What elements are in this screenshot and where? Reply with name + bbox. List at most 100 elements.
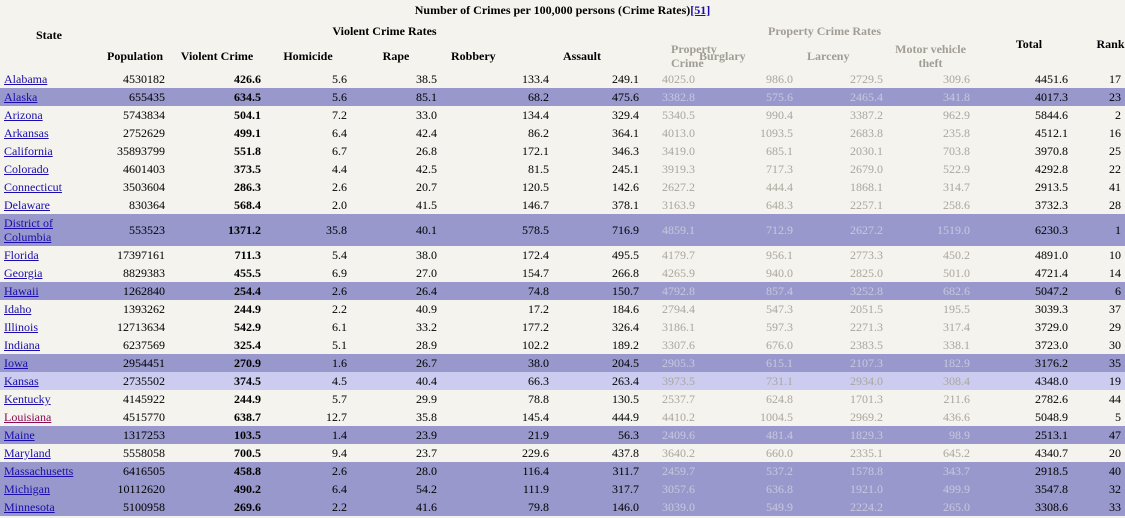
cell-population: 655435 xyxy=(98,88,169,106)
state-link[interactable]: Delaware xyxy=(4,198,50,212)
state-link[interactable]: Idaho xyxy=(4,302,32,316)
cell-robbery: 229.6 xyxy=(522,445,549,460)
cell-burglary: 986.0 xyxy=(766,71,794,86)
cell-violent-crime: 700.5 xyxy=(234,445,261,460)
cell-state: Louisiana xyxy=(0,408,98,426)
cell-rape: 33.0 xyxy=(416,107,437,122)
citation-link[interactable]: [51] xyxy=(690,3,711,17)
cell-population: 2752629 xyxy=(123,125,165,140)
cell-assault: 311.7 xyxy=(553,462,644,480)
state-link[interactable]: California xyxy=(4,144,53,158)
cell-violent-crime: 1371.2 xyxy=(169,214,265,246)
state-link[interactable]: Georgia xyxy=(4,266,43,280)
cell-motor-vehicle-theft: 317.4 xyxy=(943,319,971,334)
cell-burglary: 575.6 xyxy=(699,88,798,106)
cell-property-crime: 3382.8 xyxy=(643,88,700,106)
state-link[interactable]: Connecticut xyxy=(4,180,62,194)
cell-assault: 56.3 xyxy=(553,426,644,444)
table-row: Arkansas 2752629 499.1 6.4 42.4 86.2 364.1 4013… xyxy=(0,124,1125,142)
cell-property-crime: 3919.3 xyxy=(662,161,696,176)
cell-total: 4017.3 xyxy=(974,88,1073,106)
state-link[interactable]: Louisiana xyxy=(4,410,52,424)
cell-robbery: 146.7 xyxy=(522,197,549,212)
state-link[interactable]: Iowa xyxy=(4,356,28,370)
table-caption: Number of Crimes per 100,000 persons (Cr… xyxy=(0,3,1125,18)
cell-homicide: 1.4 xyxy=(265,426,351,444)
cell-burglary: 615.1 xyxy=(699,354,798,372)
cell-rank: 30 xyxy=(1109,337,1122,352)
cell-total: 3970.8 xyxy=(1035,143,1069,158)
cell-larceny: 1578.8 xyxy=(797,462,888,480)
cell-population: 830364 xyxy=(129,197,165,212)
cell-larceny: 1921.0 xyxy=(797,480,888,498)
cell-rank: 17 xyxy=(1109,71,1122,86)
cell-rank: 16 xyxy=(1109,125,1122,140)
state-link[interactable]: Hawaii xyxy=(4,284,39,298)
state-link[interactable]: Kentucky xyxy=(4,392,51,406)
cell-state: Florida xyxy=(0,246,98,264)
cell-larceny: 2627.2 xyxy=(797,214,888,246)
state-link[interactable]: Colorado xyxy=(4,162,49,176)
cell-violent-crime: 254.4 xyxy=(169,282,265,300)
cell-motor-vehicle-theft: 235.8 xyxy=(943,125,971,140)
cell-property-crime: 2905.3 xyxy=(643,354,700,372)
table-row: Georgia 8829383 455.5 6.9 27.0 154.7 266.8 4265… xyxy=(0,264,1125,282)
cell-burglary: 712.9 xyxy=(699,214,798,246)
cell-state: Idaho xyxy=(0,300,98,318)
cell-property-crime: 4265.9 xyxy=(662,265,696,280)
state-link[interactable]: Illinois xyxy=(4,320,39,334)
cell-state: Maryland xyxy=(0,444,98,462)
cell-burglary: 648.3 xyxy=(766,197,794,212)
cell-assault: 437.8 xyxy=(612,445,640,460)
state-link[interactable]: Massachusetts xyxy=(4,464,74,478)
cell-robbery: 68.2 xyxy=(441,88,553,106)
state-link[interactable]: Kansas xyxy=(4,374,39,388)
cell-total: 3039.3 xyxy=(1035,301,1069,316)
cell-larceny: 3252.8 xyxy=(797,282,888,300)
cell-population: 10112620 xyxy=(98,480,169,498)
cell-state: Arizona xyxy=(0,106,98,124)
cell-assault: 184.6 xyxy=(612,301,640,316)
cell-violent-crime: 455.5 xyxy=(234,265,261,280)
state-link[interactable]: Indiana xyxy=(4,338,40,352)
state-link[interactable]: Maryland xyxy=(4,446,51,460)
cell-motor-vehicle-theft: 499.9 xyxy=(887,480,975,498)
header-violent-group: Violent Crime Rates xyxy=(332,23,437,38)
cell-homicide: 9.4 xyxy=(332,445,347,460)
cell-larceny: 2934.0 xyxy=(797,372,888,390)
cell-state: Georgia xyxy=(0,264,98,282)
state-link[interactable]: Arizona xyxy=(4,108,43,122)
cell-property-crime: 4792.8 xyxy=(643,282,700,300)
cell-rape: 29.9 xyxy=(416,391,437,406)
cell-larceny: 2683.8 xyxy=(850,125,884,140)
cell-population: 8829383 xyxy=(123,265,165,280)
state-link[interactable]: Minnesota xyxy=(4,500,55,514)
cell-state: Indiana xyxy=(0,336,98,354)
cell-burglary: 660.0 xyxy=(766,445,794,460)
cell-total: 3176.2 xyxy=(974,354,1073,372)
crime-rates-table: State Violent Crime Rates Property Crime… xyxy=(0,20,1125,516)
cell-property-crime: 2459.7 xyxy=(643,462,700,480)
state-link[interactable]: Alabama xyxy=(4,72,48,86)
cell-population: 4530182 xyxy=(123,71,165,86)
cell-homicide: 1.6 xyxy=(265,354,351,372)
cell-violent-crime: 269.6 xyxy=(169,498,265,516)
cell-property-crime: 4179.7 xyxy=(662,247,696,262)
state-link[interactable]: Arkansas xyxy=(4,126,49,140)
cell-motor-vehicle-theft: 343.7 xyxy=(887,462,975,480)
cell-burglary: 1004.5 xyxy=(760,409,794,424)
cell-larceny: 2030.1 xyxy=(850,143,884,158)
cell-state: Alaska xyxy=(0,88,98,106)
cell-larceny: 2465.4 xyxy=(797,88,888,106)
state-link[interactable]: Maine xyxy=(4,428,35,442)
state-link[interactable]: Alaska xyxy=(4,90,38,104)
cell-larceny: 2729.5 xyxy=(850,71,884,86)
state-link[interactable]: Florida xyxy=(4,248,39,262)
cell-motor-vehicle-theft: 501.0 xyxy=(943,265,971,280)
cell-rank: 23 xyxy=(1072,88,1125,106)
state-link[interactable]: District of Columbia xyxy=(4,216,53,244)
cell-rape: 28.9 xyxy=(416,337,437,352)
cell-property-crime: 3186.1 xyxy=(662,319,696,334)
state-link[interactable]: Michigan xyxy=(4,482,50,496)
cell-population: 5100958 xyxy=(98,498,169,516)
